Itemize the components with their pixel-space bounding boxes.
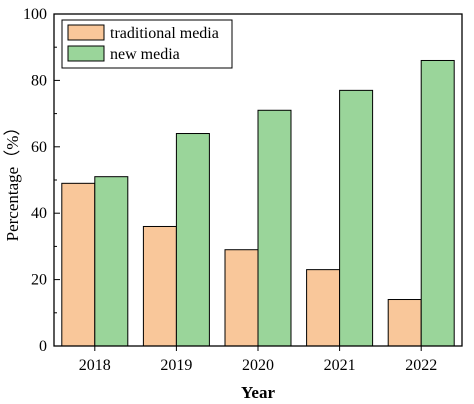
legend-swatch-traditional-media: [67, 24, 105, 41]
x-tick-label: 2022: [405, 357, 437, 374]
legend-label-new-media: new media: [110, 46, 180, 63]
y-tick-label: 80: [31, 72, 47, 89]
x-tick-label: 2021: [324, 357, 356, 374]
bar-traditional-media-2020: [224, 249, 259, 347]
bar-new-media-2019: [175, 133, 210, 347]
y-tick-label: 0: [39, 338, 47, 355]
bar-traditional-media-2018: [61, 182, 96, 347]
legend: traditional media new media: [61, 19, 233, 69]
legend-label-traditional-media: traditional media: [110, 25, 219, 42]
bar-traditional-media-2021: [306, 269, 341, 347]
legend-swatch-new-media: [67, 45, 105, 62]
y-tick-label: 40: [31, 205, 47, 222]
y-tick-label: 100: [23, 6, 47, 23]
bar-traditional-media-2022: [387, 299, 422, 347]
x-tick-label: 2018: [79, 357, 111, 374]
y-tick-label: 60: [31, 139, 47, 156]
x-tick-label: 2019: [160, 357, 192, 374]
bar-new-media-2020: [257, 109, 292, 347]
y-tick-label: 20: [31, 272, 47, 289]
bar-traditional-media-2019: [142, 225, 177, 347]
bars-layer: [61, 59, 455, 347]
y-axis-title: Percentage（%）: [3, 119, 22, 242]
bar-new-media-2021: [339, 89, 374, 347]
x-axis-title: Year: [241, 383, 275, 402]
bar-new-media-2018: [94, 176, 129, 347]
ticks-layer: 0 20 40 60 80 100 2018 2019 2020 2021 2022: [23, 6, 437, 374]
bar-new-media-2022: [420, 59, 455, 347]
x-tick-label: 2020: [242, 357, 274, 374]
